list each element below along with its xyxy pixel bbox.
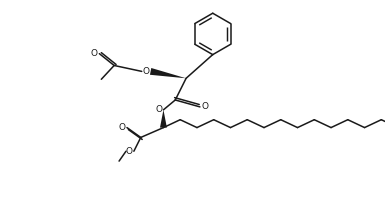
Text: O: O <box>142 67 149 76</box>
Text: O: O <box>201 102 208 111</box>
Text: O: O <box>91 49 98 58</box>
Polygon shape <box>160 110 167 128</box>
Text: O: O <box>155 105 162 114</box>
Text: O: O <box>118 123 126 132</box>
Text: O: O <box>125 147 132 156</box>
Polygon shape <box>150 68 186 78</box>
